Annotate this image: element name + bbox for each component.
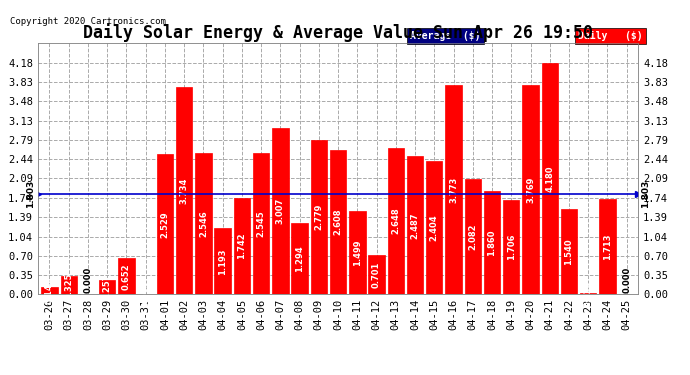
Text: 1.540: 1.540: [564, 238, 573, 265]
Bar: [291, 223, 308, 294]
Text: 2.779: 2.779: [315, 204, 324, 231]
Bar: [157, 154, 173, 294]
Text: 0.257: 0.257: [103, 274, 112, 300]
Text: Daily   ($): Daily ($): [578, 31, 643, 40]
Title: Daily Solar Energy & Average Value Sun Apr 26 19:50: Daily Solar Energy & Average Value Sun A…: [83, 22, 593, 42]
Bar: [561, 209, 577, 294]
Bar: [503, 200, 520, 294]
Text: 1.294: 1.294: [295, 245, 304, 272]
Bar: [195, 153, 212, 294]
Bar: [61, 276, 77, 294]
Bar: [349, 211, 366, 294]
Bar: [580, 293, 596, 294]
Text: 3.773: 3.773: [449, 177, 458, 203]
Bar: [388, 147, 404, 294]
Bar: [253, 153, 269, 294]
Text: Copyright 2020 Cartronics.com: Copyright 2020 Cartronics.com: [10, 17, 166, 26]
Text: 2.545: 2.545: [257, 210, 266, 237]
Bar: [522, 86, 539, 294]
Bar: [215, 228, 231, 294]
Bar: [330, 150, 346, 294]
Text: 0.325: 0.325: [64, 272, 73, 298]
Text: 2.648: 2.648: [391, 208, 400, 234]
Bar: [368, 255, 385, 294]
Text: 1.742: 1.742: [237, 233, 246, 260]
Text: 4.180: 4.180: [545, 165, 554, 192]
Text: 0.701: 0.701: [372, 262, 381, 288]
Bar: [426, 161, 442, 294]
Bar: [464, 179, 481, 294]
Bar: [542, 63, 558, 294]
Bar: [99, 280, 115, 294]
Bar: [310, 140, 327, 294]
Bar: [445, 85, 462, 294]
Text: 1.193: 1.193: [218, 248, 227, 274]
Text: 0.141: 0.141: [45, 277, 54, 304]
Text: 1.713: 1.713: [603, 234, 612, 260]
Text: 0.000: 0.000: [83, 267, 92, 293]
Text: Average  ($): Average ($): [410, 31, 481, 40]
Bar: [41, 286, 58, 294]
Text: 1.706: 1.706: [506, 234, 515, 260]
Text: 2.404: 2.404: [430, 214, 439, 241]
Bar: [118, 258, 135, 294]
Text: 0.000: 0.000: [622, 267, 631, 293]
Bar: [234, 198, 250, 294]
Text: 1.803: 1.803: [26, 180, 35, 209]
Text: 3.734: 3.734: [179, 178, 188, 204]
Bar: [407, 156, 423, 294]
Text: 0.013: 0.013: [141, 281, 150, 307]
Bar: [600, 200, 615, 294]
Text: 1.803: 1.803: [641, 180, 650, 209]
Text: 0.020: 0.020: [584, 280, 593, 307]
Bar: [272, 128, 288, 294]
Text: 0.652: 0.652: [122, 263, 131, 290]
Text: 2.546: 2.546: [199, 210, 208, 237]
Text: 1.499: 1.499: [353, 240, 362, 266]
Text: 3.769: 3.769: [526, 177, 535, 203]
Bar: [176, 87, 193, 294]
Bar: [484, 191, 500, 294]
Text: 2.608: 2.608: [333, 209, 343, 235]
Text: 2.082: 2.082: [469, 224, 477, 250]
Text: 1.860: 1.860: [488, 230, 497, 256]
Text: 2.487: 2.487: [411, 212, 420, 238]
Text: 3.007: 3.007: [276, 198, 285, 224]
Text: 2.529: 2.529: [161, 211, 170, 237]
